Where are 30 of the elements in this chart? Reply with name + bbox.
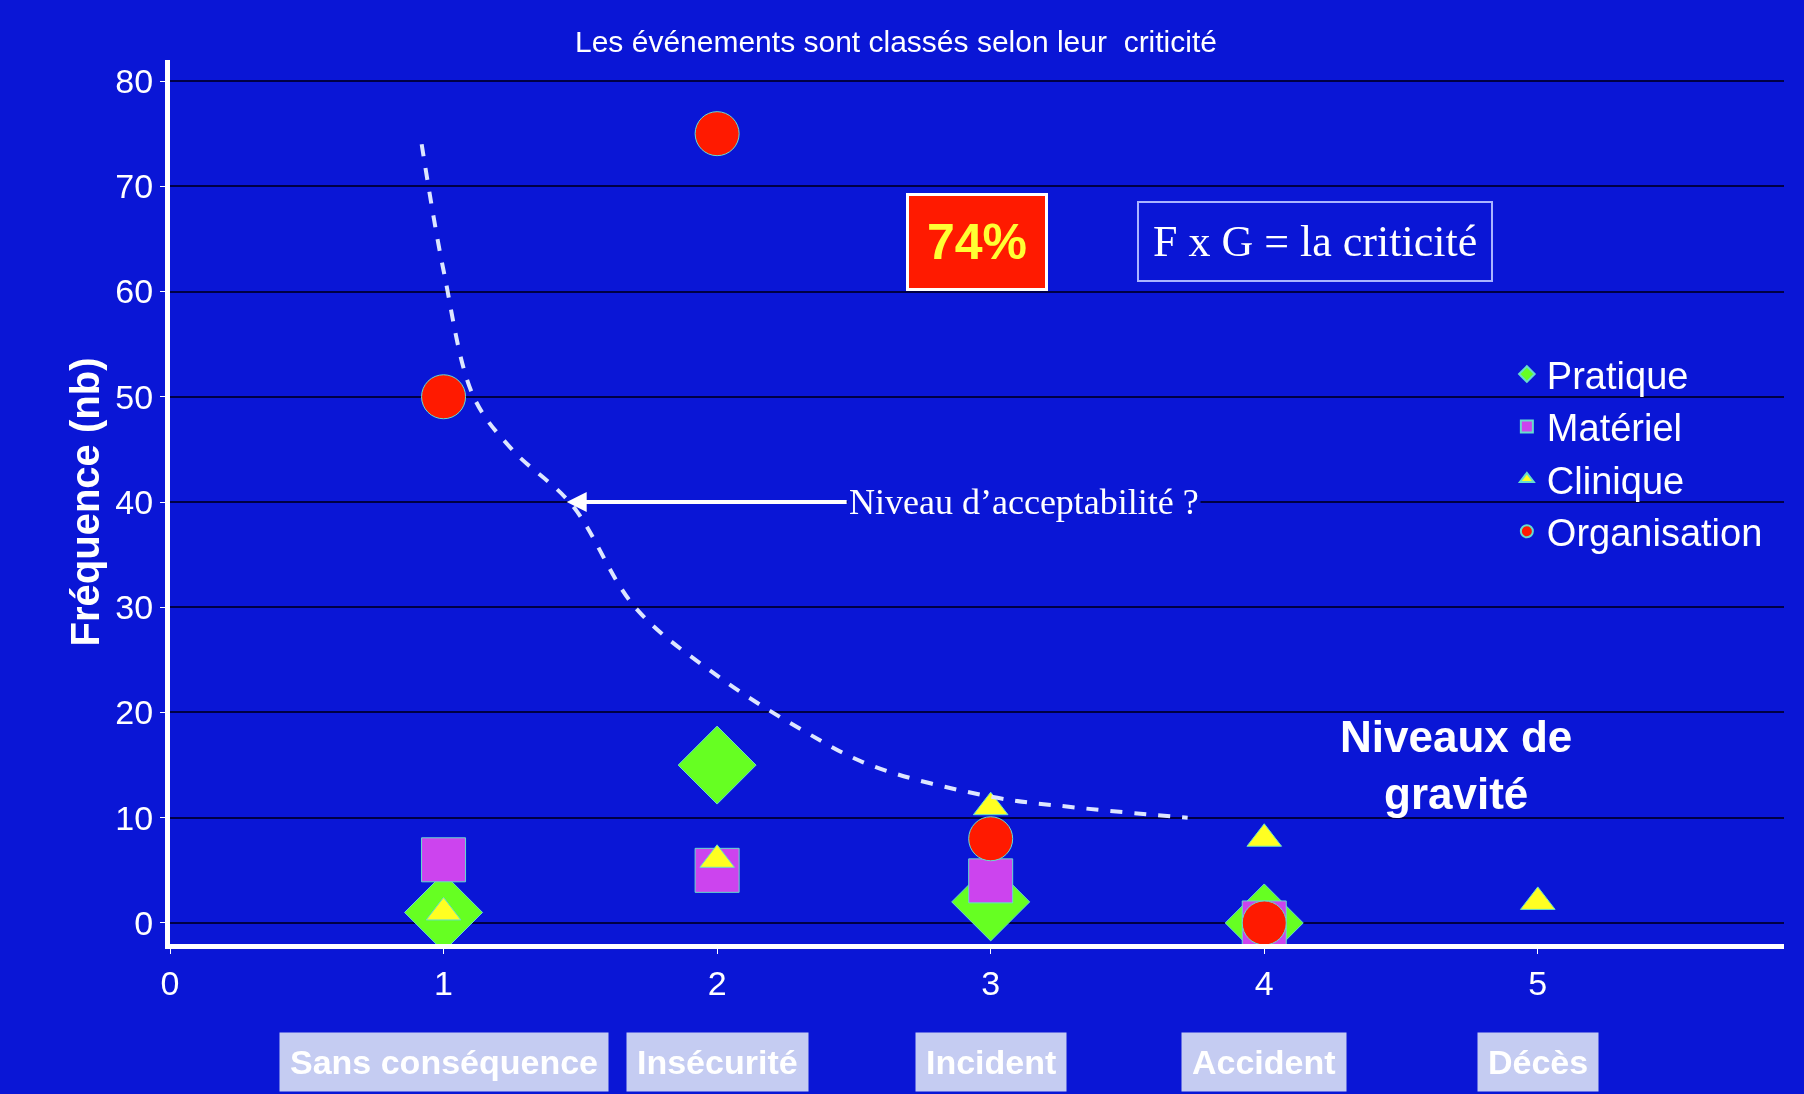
legend-label: Organisation: [1546, 512, 1763, 555]
y-tick-label: 60: [115, 272, 154, 311]
text: Décès: [1488, 1043, 1589, 1081]
text: Accident: [1192, 1043, 1336, 1081]
y-tick-label: 10: [115, 798, 154, 837]
y-axis-title: Fréquence (nb): [62, 357, 107, 647]
legend-label: Matériel: [1546, 407, 1683, 450]
x-tick-label: 2: [707, 963, 727, 1002]
x-axis-title: Niveaux de gravité: [1340, 712, 1573, 819]
text: Sans conséquence: [290, 1043, 599, 1081]
x-tick-label: 5: [1528, 963, 1548, 1002]
text: Insécurité: [637, 1043, 798, 1081]
annotation: 74%: [927, 214, 1028, 270]
legend-label: Clinique: [1546, 459, 1685, 502]
x-tick-label: 3: [981, 963, 1001, 1002]
chart-subtitle: Les événements sont classés selon leur criticité: [575, 25, 1217, 58]
y-tick-label: 80: [115, 61, 154, 100]
y-tick-label: 70: [115, 167, 154, 206]
x-tick-label: 0: [160, 963, 180, 1002]
annotation: F x G = la criticité: [1153, 217, 1478, 266]
y-tick-label: 30: [115, 588, 154, 627]
text: Incident: [926, 1043, 1057, 1081]
x-tick-label: 1: [434, 963, 454, 1002]
y-tick-label: 50: [115, 377, 154, 416]
annotation: Niveau d’acceptabilité ?: [849, 482, 1199, 522]
x-tick-label: 4: [1254, 963, 1274, 1002]
y-tick-label: 40: [115, 482, 154, 521]
legend-label: Pratique: [1546, 354, 1689, 397]
y-tick-label: 0: [134, 903, 154, 942]
y-tick-label: 20: [115, 693, 154, 732]
